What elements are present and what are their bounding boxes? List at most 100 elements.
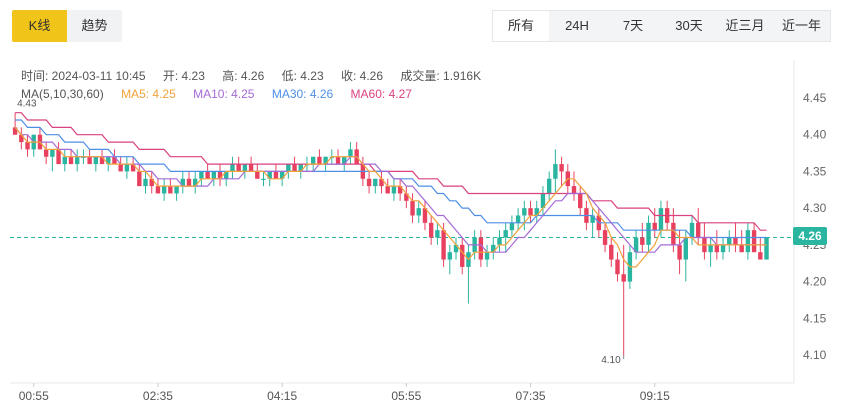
y-tick-label: 4.35 (803, 164, 827, 178)
candle-body (515, 215, 521, 223)
tab-range-24h[interactable]: 24H (565, 18, 589, 33)
candle-body (441, 230, 446, 260)
candle-body (93, 156, 99, 165)
candle-body (410, 200, 415, 216)
x-tick-label: 00:55 (19, 389, 49, 403)
candle-body (683, 237, 688, 260)
candle-body (99, 156, 105, 165)
candle-body (87, 156, 92, 165)
y-tick-label: 4.45 (803, 91, 827, 105)
candle-body (112, 156, 117, 165)
candle-body (192, 178, 198, 187)
candle-body (522, 208, 527, 216)
candle-body (391, 186, 397, 194)
candle-body (615, 259, 620, 275)
candle-body (739, 244, 744, 253)
ma-legend: MA(5,10,30,60) MA5: 4.25 MA10: 4.25 MA30… (21, 87, 426, 101)
candle-body (12, 127, 18, 135)
candle-body (484, 252, 490, 260)
y-tick-label: 4.20 (803, 275, 827, 289)
tab-range-3m[interactable]: 近三月 (725, 18, 765, 33)
candle-body (534, 208, 539, 216)
candle-body (546, 178, 552, 194)
candle-body (230, 164, 235, 172)
x-tick-label: 04:15 (267, 389, 297, 403)
candle-body (422, 208, 428, 223)
candle-body (242, 164, 248, 172)
candle-body (317, 156, 322, 165)
candle-body (404, 193, 409, 201)
ma5-line (14, 127, 767, 268)
y-tick-label: 4.10 (803, 348, 827, 362)
candle-body (348, 149, 353, 157)
ma30-line (15, 119, 767, 239)
candle-body (621, 274, 626, 282)
candle-body (745, 230, 751, 253)
tab-range-all[interactable]: 所有 (493, 11, 549, 41)
candle-body (658, 208, 664, 231)
candle-body (497, 237, 502, 245)
candle-body (677, 244, 682, 260)
candle-body (646, 222, 651, 245)
candle-body (428, 222, 434, 238)
candle-body (211, 171, 217, 179)
ma10-legend: MA10: 4.25 (193, 87, 255, 101)
ma-params: MA(5,10,30,60) (21, 87, 104, 101)
candle-body (416, 208, 421, 216)
candle-body (286, 164, 291, 172)
tab-range-30d[interactable]: 30天 (675, 18, 703, 33)
candle-body (292, 164, 297, 172)
candle-body (553, 164, 558, 179)
tab-range-1y[interactable]: 近一年 (781, 18, 821, 33)
candle-body (342, 156, 347, 165)
candle-body (385, 186, 390, 194)
last-price-badge: 4.26 (793, 227, 827, 245)
info-time: 时间: 2024-03-11 10:45 (21, 69, 146, 83)
candle-body (137, 171, 142, 187)
candle-body (174, 186, 179, 194)
candle-body (435, 230, 440, 238)
candle-body (143, 178, 148, 187)
candlestick-chart[interactable]: 4.454.404.354.304.254.204.154.1000:5502:… (0, 60, 847, 416)
candle-body (224, 171, 229, 179)
info-low: 低: 4.23 (281, 69, 324, 83)
candle-body (68, 156, 74, 165)
x-tick-label: 05:55 (391, 389, 421, 403)
candle-body (199, 171, 204, 179)
candle-body (708, 244, 713, 253)
ma5-legend: MA5: 4.25 (121, 87, 176, 101)
candle-body (124, 164, 130, 172)
candle-body (571, 186, 577, 194)
candle-body (323, 156, 328, 165)
candle-body (366, 178, 372, 187)
candle-body (19, 134, 24, 143)
candle-body (720, 244, 726, 253)
candle-body (460, 244, 465, 267)
tab-trend[interactable]: 趋势 (67, 10, 122, 42)
ma30-legend: MA30: 4.26 (271, 87, 334, 101)
candle-body (528, 208, 533, 216)
candle-body (255, 171, 260, 179)
candle-body (43, 149, 49, 157)
candle-body (310, 156, 316, 165)
ohlc-info: 时间: 2024-03-11 10:45 开: 4.23 高: 4.26 低: … (21, 67, 495, 84)
ma60-line (15, 112, 767, 231)
tab-range-7d[interactable]: 7天 (622, 18, 644, 33)
candle-body (478, 237, 484, 260)
candle-body (751, 230, 757, 253)
candle-body (671, 222, 676, 245)
info-high: 高: 4.26 (222, 69, 265, 83)
candle-body (149, 178, 154, 187)
candle-body (298, 164, 303, 172)
candle-body (509, 222, 515, 231)
tab-kline[interactable]: K线 (12, 10, 67, 42)
candle-body (236, 164, 241, 172)
chart-type-tabs: K线 趋势 (12, 10, 122, 42)
candle-body (696, 222, 701, 238)
candle-body (106, 156, 111, 165)
candle-body (273, 171, 279, 179)
candle-body (559, 164, 564, 172)
candle-body (217, 171, 223, 179)
candle-body (335, 156, 341, 165)
candle-body (453, 244, 459, 253)
